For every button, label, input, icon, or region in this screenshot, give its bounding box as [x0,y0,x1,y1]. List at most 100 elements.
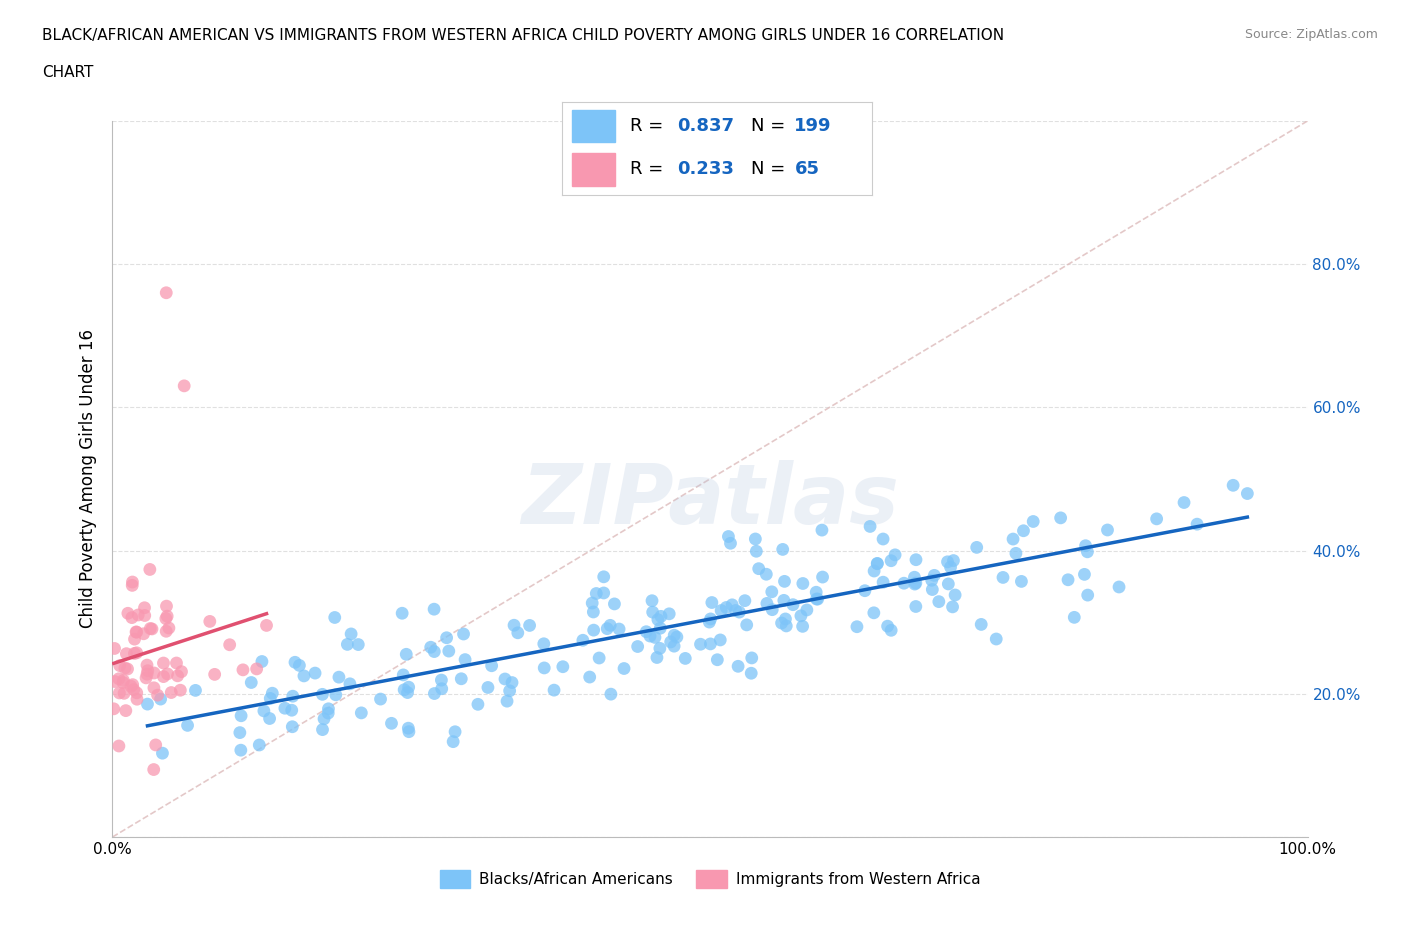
Point [740,666,762,681]
Point [247,737,270,752]
Point [659,634,682,649]
Point [347,637,370,652]
Point [155,286,177,300]
Text: R =: R = [630,116,669,135]
Point [143,666,166,681]
Point [578,670,600,684]
Point [596,621,619,636]
Point [304,666,326,681]
Point [592,569,614,584]
Point [641,593,664,608]
Point [603,596,626,611]
Point [292,669,315,684]
Point [157,620,180,635]
Point [866,556,889,571]
Point [1074,538,1097,553]
Point [121,610,143,625]
Point [444,724,467,739]
Point [592,586,614,601]
Point [136,697,159,711]
Point [543,683,565,698]
Point [782,597,804,612]
Point [650,609,672,624]
Point [533,660,555,675]
Point [644,630,666,644]
Point [184,683,207,698]
Point [176,718,198,733]
Point [169,683,191,698]
Point [588,651,610,666]
Point [1057,572,1080,587]
Point [262,685,284,700]
Point [370,692,392,707]
Point [328,670,350,684]
Point [748,561,770,576]
Point [506,625,529,640]
Point [904,552,927,567]
Point [430,672,453,687]
Point [724,603,747,618]
Point [125,625,148,640]
Point [156,609,179,624]
Point [734,593,756,608]
Point [170,664,193,679]
Point [1185,517,1208,532]
Point [755,596,778,611]
Point [1005,546,1028,561]
Point [232,662,254,677]
Point [218,637,240,652]
Point [727,658,749,673]
Point [699,612,721,627]
Point [125,645,148,660]
Point [689,637,711,652]
Bar [572,153,614,186]
Point [943,588,966,603]
Point [229,725,252,740]
Point [281,719,304,734]
Text: R =: R = [630,160,669,179]
Point [599,618,621,632]
Text: BLACK/AFRICAN AMERICAN VS IMMIGRANTS FROM WESTERN AFRICA CHILD POVERTY AMONG GIR: BLACK/AFRICAN AMERICAN VS IMMIGRANTS FRO… [42,28,1004,43]
Point [146,687,169,702]
Point [481,658,503,673]
Point [1097,523,1119,538]
Point [246,661,269,676]
Point [436,631,458,645]
Point [627,639,650,654]
Point [256,618,278,633]
Point [924,568,946,583]
Point [936,577,959,591]
Point [811,523,834,538]
Point [124,646,146,661]
Point [664,628,686,643]
Point [155,599,177,614]
Point [761,603,783,618]
Point [863,564,886,578]
Point [638,629,661,644]
Point [706,652,728,667]
Point [240,675,263,690]
Point [149,692,172,707]
Point [124,631,146,646]
Point [772,542,794,557]
Point [501,675,523,690]
Point [112,675,135,690]
Point [645,650,668,665]
Point [1049,511,1071,525]
Point [662,639,685,654]
Point [775,618,797,633]
Point [1063,610,1085,625]
Point [1108,579,1130,594]
Point [423,644,446,659]
Point [599,686,621,701]
Point [710,604,733,618]
Point [641,604,664,619]
Point [755,566,778,581]
Point [876,618,898,633]
Point [280,703,302,718]
Point [699,615,721,630]
Point [648,641,671,656]
Point [339,676,361,691]
Point [773,593,796,608]
Point [1077,588,1099,603]
